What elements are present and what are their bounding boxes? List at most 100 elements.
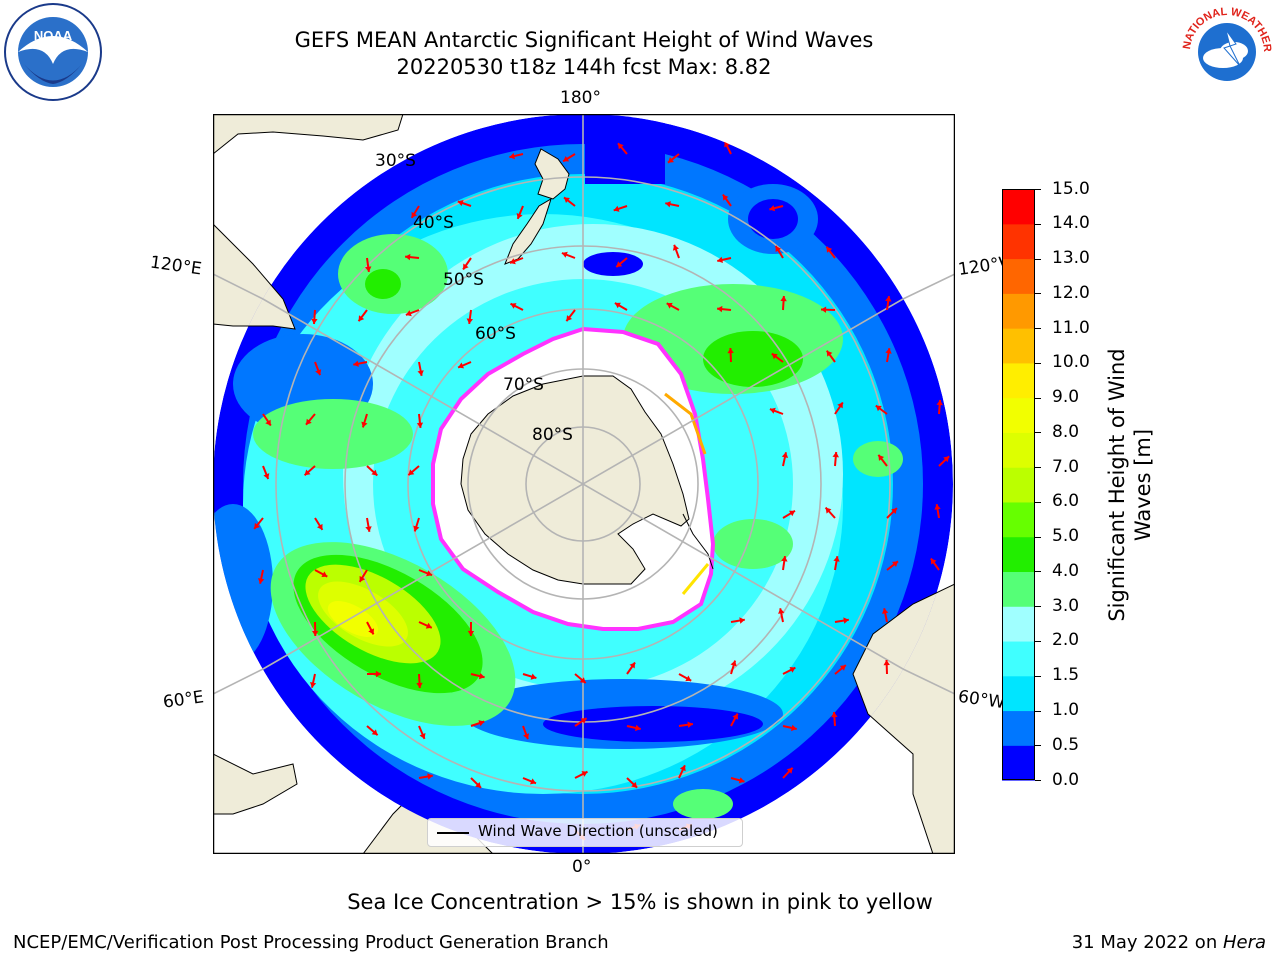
wind-wave-arrow-head [509, 258, 516, 265]
wind-wave-arrow-head [826, 350, 833, 357]
wind-wave-arrow-head [365, 526, 372, 532]
lat-label-60s: 60°S [475, 324, 516, 344]
wind-wave-arrow-head [353, 360, 359, 367]
colorbar-segment [1002, 362, 1035, 399]
wind-wave-arrow-head [561, 251, 568, 258]
wind-wave-arrow-head [563, 156, 570, 162]
wind-wave-arrow-head [882, 608, 889, 614]
colorbar-segment [1002, 467, 1035, 503]
legend-line-sample [437, 832, 469, 834]
colorbar-tick-label: 12.0 [1052, 282, 1090, 303]
wind-wave-arrow-head [478, 673, 485, 680]
colorbar-tick-mark [1035, 710, 1041, 712]
wind-wave-arrow-head [509, 152, 515, 160]
wind-wave-arrow-head [833, 556, 840, 562]
wind-wave-arrow-head [416, 422, 424, 428]
wind-wave-arrow-head [478, 720, 485, 727]
wind-wave-arrow-head [254, 522, 260, 529]
sea-ice-note: Sea Ice Concentration > 15% is shown in … [347, 890, 933, 914]
wind-wave-arrow-head [685, 675, 692, 682]
wind-wave-arrow-head [457, 200, 464, 207]
colorbar-tick-mark [1035, 640, 1041, 642]
footer-machine: Hera [1222, 932, 1266, 953]
map-frame [213, 114, 955, 854]
colorbar-segment [1002, 606, 1035, 642]
wind-wave-arrow-head [936, 400, 943, 406]
wind-wave-arrow-head [411, 211, 418, 218]
wind-wave-arrow-head [687, 721, 693, 728]
lat-label-80s: 80°S [532, 425, 573, 445]
wind-wave-arrow-head [580, 718, 587, 724]
wind-wave-arrow-head [564, 197, 570, 203]
wind-wave-arrow-head [778, 608, 785, 614]
colorbar-tick-mark [1035, 536, 1041, 538]
wind-wave-arrow-head [629, 662, 635, 669]
colorbar-segment [1002, 536, 1035, 573]
chart-title: GEFS MEAN Antarctic Significant Height o… [294, 28, 874, 52]
colorbar-tick-mark [1035, 571, 1041, 573]
wind-wave-arrow-head [832, 452, 839, 458]
wind-wave-arrow-head [943, 456, 950, 463]
wind-wave-arrow-head [635, 724, 641, 732]
colorbar-tick-label: 7.0 [1052, 456, 1080, 477]
wind-wave-arrow-head [315, 369, 322, 376]
wind-wave-arrows [253, 141, 950, 841]
colorbar-segment [1002, 328, 1035, 364]
colorbar-segment [1002, 745, 1035, 781]
wind-wave-arrow-head [467, 630, 475, 636]
wind-wave-arrow-head [311, 318, 318, 324]
colorbar-tick-label: 10.0 [1052, 352, 1090, 373]
wind-wave-arrow-head [368, 628, 374, 635]
wind-wave-arrow-head [419, 733, 426, 739]
wind-wave-arrow-head [775, 246, 782, 252]
wind-wave-arrow-head [934, 504, 941, 510]
lon-label-180: 180° [560, 88, 601, 108]
wind-wave-arrow-head [730, 660, 737, 667]
wind-wave-arrow-head [769, 205, 776, 212]
wind-wave-arrow-head [875, 405, 882, 412]
colorbar-tick-mark [1035, 501, 1041, 503]
colorbar-tick-label: 0.0 [1052, 769, 1080, 790]
wind-wave-arrow-head [885, 296, 892, 302]
wind-wave-arrow-head [672, 244, 679, 251]
colorbar-segment [1002, 501, 1035, 538]
legend-label: Wind Wave Direction (unscaled) [478, 822, 718, 840]
wind-wave-arrow-head [839, 665, 846, 671]
colorbar-segment [1002, 189, 1035, 225]
colorbar-tick-mark [1035, 293, 1041, 295]
wind-wave-arrow-head [265, 419, 271, 426]
wind-wave-arrow-head [892, 561, 898, 567]
noaa-logo-text: NOAA [34, 28, 73, 43]
wind-wave-arrow-head [724, 141, 730, 148]
wind-wave-arrow-head [837, 402, 843, 409]
wind-wave-arrow-head [717, 256, 723, 263]
wind-wave-arrow-head [789, 667, 796, 673]
colorbar-segment [1002, 258, 1035, 294]
africa-outer-land [213, 753, 298, 815]
wind-wave-arrow-head [530, 673, 537, 680]
wind-wave-arrow-head [426, 570, 432, 577]
wind-wave-arrow-head [771, 353, 778, 360]
lat-label-30s: 30°S [375, 151, 416, 171]
colorbar-tick-label: 11.0 [1052, 317, 1090, 338]
wind-wave-arrow-head [891, 508, 897, 514]
wind-wave-arrow-head [310, 682, 317, 688]
chart-subtitle: 20220530 t18z 144h fcst Max: 8.82 [396, 55, 772, 79]
lon-label-120e: 120°E [148, 252, 203, 280]
wind-wave-arrow-head [831, 712, 838, 718]
wind-wave-arrow-head [475, 782, 481, 788]
footer-branch: NCEP/EMC/Verification Post Processing Pr… [13, 932, 609, 953]
wind-wave-arrow-head [413, 525, 420, 532]
colorbar-label: Significant Height of Wind Waves [m] [1105, 348, 1155, 622]
wind-wave-arrow-head [717, 305, 723, 313]
wind-wave-arrow-head [883, 660, 890, 666]
colorbar-tick-mark [1035, 675, 1041, 677]
colorbar-tick-label: 9.0 [1052, 387, 1080, 408]
wind-wave-arrow-head [375, 670, 381, 678]
colorbar-tick-mark [1035, 397, 1041, 399]
wind-wave-arrow-head [516, 213, 523, 219]
colorbar-segment [1002, 432, 1035, 468]
colorbar-segment [1002, 675, 1035, 712]
wind-wave-arrow-head [781, 556, 788, 562]
wind-wave-arrow-head [523, 733, 530, 740]
